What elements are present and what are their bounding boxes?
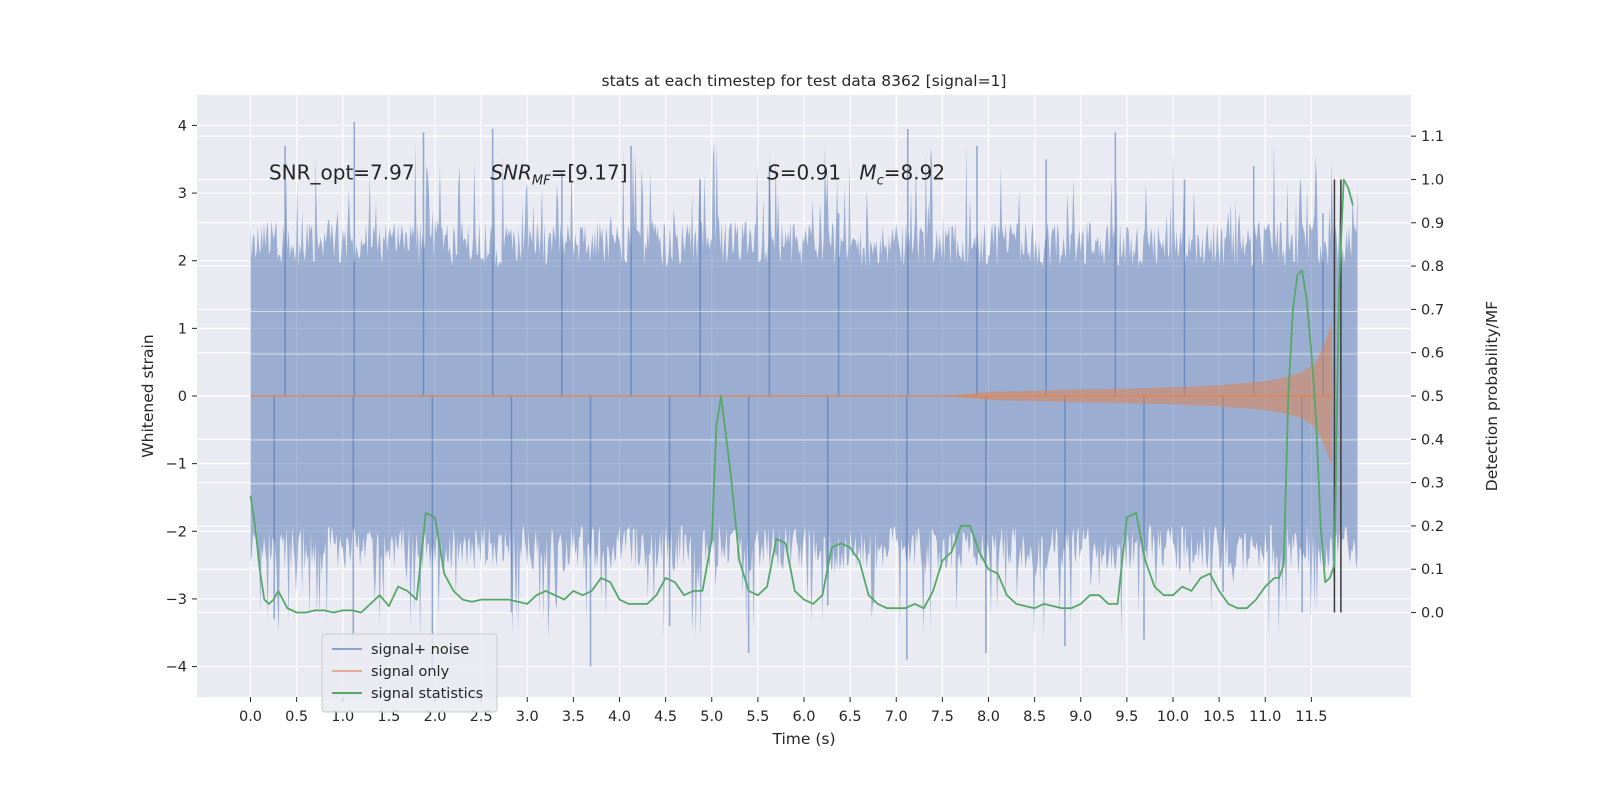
x-tick-label: 11.5 (1295, 709, 1327, 725)
y-axis-label: Whitened strain (139, 334, 157, 457)
y2-tick-label: 0.1 (1421, 562, 1444, 578)
x-tick-label: 1.5 (377, 709, 400, 725)
series-signal-statistics (249, 178, 1354, 614)
x-tick-label: 5.0 (700, 709, 723, 725)
y-tick-label: 1 (178, 321, 187, 337)
y2-tick-label: 0.0 (1421, 606, 1444, 622)
legend-label-signal-only: signal only (371, 664, 450, 680)
x-tick-label: 6.0 (792, 709, 815, 725)
y-tick-label: −1 (166, 457, 187, 473)
y-tick-label: −3 (166, 592, 187, 608)
x-tick-label: 7.5 (931, 709, 954, 725)
x-tick-label: 4.5 (654, 709, 677, 725)
x-tick-label: 3.0 (516, 709, 539, 725)
legend-box (321, 633, 498, 713)
y2-tick-label: 0.3 (1421, 476, 1444, 492)
ticks: 0.0 0.5 1.0 1.5 2.0 2.5 3.0 3.5 4.0 4.5 5.0 5.5 6.0 6… (166, 118, 1444, 725)
series-signal-only (250, 321, 1333, 467)
x-tick-label: 5.5 (746, 709, 769, 725)
y-tick-label: −4 (166, 660, 187, 676)
x-tick-label: 8.0 (977, 709, 1000, 725)
x-tick-label: 10.0 (1157, 709, 1189, 725)
legend-label-signal-statistics: signal statistics (371, 686, 483, 702)
x-tick-label: 11.0 (1249, 709, 1281, 725)
y2-axis-label: Detection probability/MF (1483, 301, 1501, 492)
x-tick-label: 1.0 (331, 709, 354, 725)
x-tick-label: 4.0 (608, 709, 631, 725)
annotation-snr-mf: SNRMF=[9.17] (490, 161, 627, 189)
y2-tick-label: 0.4 (1421, 432, 1444, 448)
y2-tick-label: 0.8 (1421, 259, 1444, 275)
y-tick-label: 4 (178, 118, 187, 134)
annotations: SNR_opt=7.97 SNRMF=[9.17] S=0.91 Mc=8.92 (269, 161, 945, 189)
x-axis-label: Time (s) (771, 730, 835, 748)
y-tick-label: 3 (178, 186, 187, 202)
y2-tick-label: 1.1 (1421, 129, 1444, 145)
annotation-mc: Mc=8.92 (859, 161, 945, 189)
annotation-s: S=0.91 (767, 161, 841, 185)
y2-tick-label: 0.7 (1421, 302, 1444, 318)
x-tick-label: 0.0 (239, 709, 262, 725)
data-layer (249, 122, 1358, 674)
x-tick-label: 3.5 (562, 709, 585, 725)
y2-tick-label: 0.2 (1421, 519, 1444, 535)
x-tick-label: 8.5 (1023, 709, 1046, 725)
x-tick-label: 9.5 (1115, 709, 1138, 725)
y-tick-label: 2 (178, 254, 187, 270)
legend: signal+ noise signal only signal statist… (321, 633, 498, 713)
x-tick-label: 9.0 (1069, 709, 1092, 725)
x-tick-label: 6.5 (839, 709, 862, 725)
x-tick-label: 2.0 (423, 709, 446, 725)
x-tick-label: 7.0 (885, 709, 908, 725)
y-tick-label: 0 (178, 389, 187, 405)
y2-tick-label: 1.0 (1421, 172, 1444, 188)
x-tick-label: 2.5 (470, 709, 493, 725)
y2-tick-label: 0.9 (1421, 216, 1444, 232)
y2-tick-label: 0.5 (1421, 389, 1444, 405)
legend-label-signal-noise: signal+ noise (371, 642, 469, 658)
y2-tick-label: 0.6 (1421, 346, 1444, 362)
y-tick-label: −2 (166, 524, 187, 540)
x-tick-label: 0.5 (285, 709, 308, 725)
x-tick-label: 10.5 (1203, 709, 1235, 725)
chart-title: stats at each timestep for test data 836… (602, 72, 1007, 90)
annotation-snr-opt: SNR_opt=7.97 (269, 161, 415, 185)
series-signal-noise-band (250, 141, 1358, 639)
